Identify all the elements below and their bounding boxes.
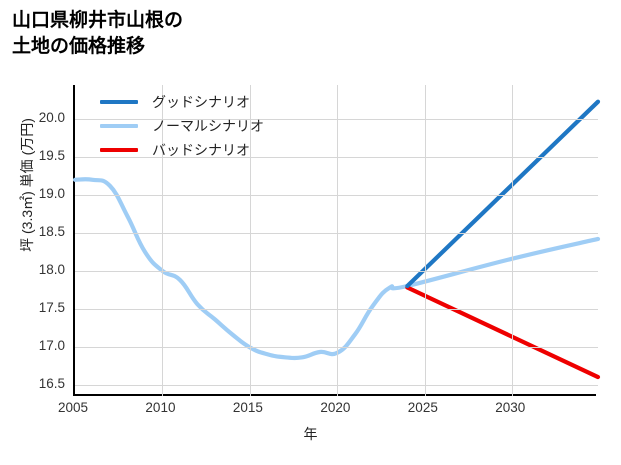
legend-item[interactable]: グッドシナリオ	[100, 90, 330, 114]
x-axis-label: 年	[303, 426, 318, 442]
y-tick-label: 17.5	[38, 299, 65, 315]
series-line	[72, 177, 601, 361]
y-tick-label: 19.5	[38, 148, 65, 164]
y-axis-label: 坪 (3.3㎡) 単価 (万円)	[19, 118, 35, 252]
legend-item[interactable]: ノーマルシナリオ	[100, 114, 330, 138]
page-title: 山口県柳井市山根の 土地の価格推移	[12, 10, 184, 57]
gridline-horizontal	[75, 308, 598, 310]
gridline-horizontal	[75, 270, 598, 272]
legend-item-label: グッドシナリオ	[152, 94, 250, 110]
series-line	[405, 285, 601, 380]
x-tick-label: 2010	[145, 400, 176, 415]
y-tick-label: 18.0	[38, 261, 65, 277]
gridline-vertical	[424, 85, 426, 396]
gridline-horizontal	[75, 119, 598, 121]
legend-item-label: バッドシナリオ	[152, 142, 250, 158]
y-tick-label: 17.0	[38, 337, 65, 353]
gridline-horizontal	[75, 232, 598, 234]
series-layer	[72, 99, 601, 380]
y-tick-label: 20.0	[38, 110, 65, 126]
gridline-vertical	[162, 85, 164, 396]
x-tick-label: 2020	[320, 400, 351, 415]
plot-area	[72, 85, 601, 396]
gridline-vertical	[337, 85, 339, 396]
x-tick-label: 2005	[57, 400, 89, 415]
gridline-horizontal	[75, 157, 598, 159]
chart-legend: グッドシナリオ ノーマルシナリオ バッドシナリオ	[100, 90, 330, 162]
legend-color-swatch	[100, 124, 138, 128]
gridline-horizontal	[75, 346, 598, 348]
gridline-vertical	[249, 85, 251, 396]
gridline-horizontal	[75, 384, 598, 386]
y-tick-label: 16.5	[38, 375, 65, 391]
legend-item[interactable]: バッドシナリオ	[100, 138, 330, 162]
y-tick-label: 19.0	[38, 185, 65, 201]
x-tick-label: 2025	[407, 400, 438, 415]
gridline-horizontal	[75, 194, 598, 196]
series-line	[405, 99, 601, 289]
legend-color-swatch	[100, 148, 138, 152]
x-tick-label: 2015	[232, 400, 263, 415]
gridline-vertical	[512, 85, 514, 396]
y-tick-label: 18.5	[38, 223, 65, 239]
legend-color-swatch	[100, 100, 138, 104]
legend-item-label: ノーマルシナリオ	[152, 118, 264, 134]
x-tick-label: 2030	[495, 400, 526, 415]
